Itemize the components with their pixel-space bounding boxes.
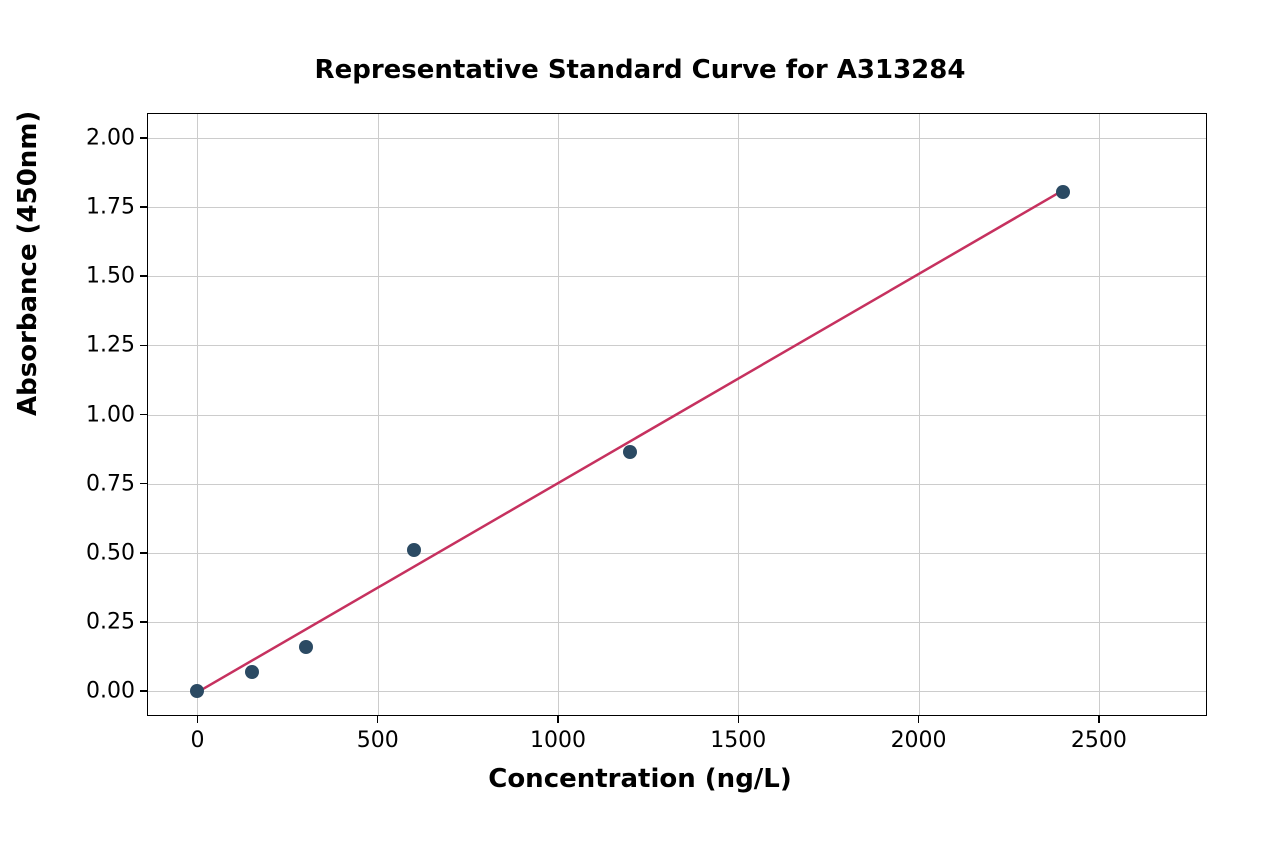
x-tick-mark bbox=[557, 716, 559, 723]
y-tick-label: 0.00 bbox=[77, 679, 135, 704]
grid-line-horizontal bbox=[147, 415, 1207, 416]
y-tick-mark bbox=[140, 690, 147, 692]
data-point bbox=[1056, 185, 1070, 199]
plot-area bbox=[147, 113, 1207, 716]
y-tick-mark bbox=[140, 621, 147, 623]
y-tick-label: 0.75 bbox=[77, 471, 135, 496]
x-tick-mark bbox=[377, 716, 379, 723]
y-tick-mark bbox=[140, 483, 147, 485]
chart-title: Representative Standard Curve for A31328… bbox=[0, 55, 1280, 85]
grid-line-horizontal bbox=[147, 207, 1207, 208]
grid-line-horizontal bbox=[147, 622, 1207, 623]
grid-line-horizontal bbox=[147, 345, 1207, 346]
x-axis-label: Concentration (ng/L) bbox=[0, 764, 1280, 794]
y-tick-mark bbox=[140, 414, 147, 416]
x-tick-label: 1000 bbox=[530, 728, 586, 753]
x-tick-mark bbox=[738, 716, 740, 723]
data-point bbox=[245, 665, 259, 679]
y-tick-mark bbox=[140, 275, 147, 277]
y-tick-mark bbox=[140, 345, 147, 347]
grid-line-horizontal bbox=[147, 484, 1207, 485]
y-tick-label: 1.50 bbox=[77, 264, 135, 289]
data-point bbox=[299, 640, 313, 654]
grid-line-horizontal bbox=[147, 276, 1207, 277]
x-tick-mark bbox=[918, 716, 920, 723]
y-tick-mark bbox=[140, 206, 147, 208]
x-tick-label: 2500 bbox=[1071, 728, 1127, 753]
y-tick-label: 1.25 bbox=[77, 333, 135, 358]
y-tick-mark bbox=[140, 552, 147, 554]
x-tick-label: 500 bbox=[357, 728, 399, 753]
grid-line-horizontal bbox=[147, 553, 1207, 554]
data-point bbox=[190, 684, 204, 698]
y-tick-label: 0.50 bbox=[77, 540, 135, 565]
x-tick-label: 1500 bbox=[710, 728, 766, 753]
data-point bbox=[407, 543, 421, 557]
y-tick-mark bbox=[140, 137, 147, 139]
y-tick-label: 2.00 bbox=[77, 125, 135, 150]
y-tick-label: 1.75 bbox=[77, 195, 135, 220]
x-tick-label: 2000 bbox=[891, 728, 947, 753]
data-point bbox=[623, 445, 637, 459]
grid-line-horizontal bbox=[147, 691, 1207, 692]
x-tick-mark bbox=[1098, 716, 1100, 723]
grid-line-horizontal bbox=[147, 138, 1207, 139]
x-tick-mark bbox=[197, 716, 199, 723]
y-tick-label: 1.00 bbox=[77, 402, 135, 427]
chart-container: Representative Standard Curve for A31328… bbox=[0, 0, 1280, 845]
x-tick-label: 0 bbox=[190, 728, 204, 753]
y-tick-label: 0.25 bbox=[77, 609, 135, 634]
